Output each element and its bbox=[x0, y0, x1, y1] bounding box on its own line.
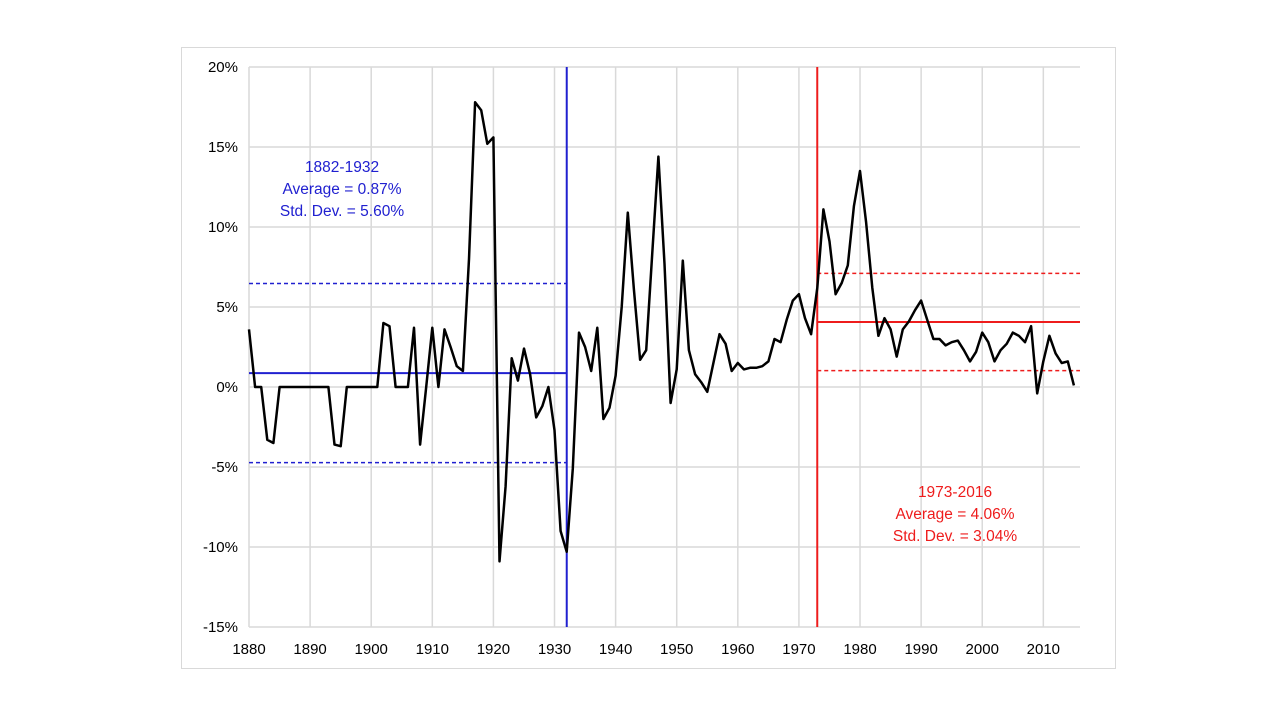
x-tick-label: 1940 bbox=[599, 641, 632, 658]
y-tick-label: 20% bbox=[208, 59, 238, 76]
x-tick-label: 1990 bbox=[904, 641, 937, 658]
y-tick-label: 10% bbox=[208, 219, 238, 236]
data-series-line bbox=[247, 100, 1076, 563]
chart-frame bbox=[181, 47, 1116, 669]
period-2-annotation: 1973-2016 bbox=[918, 484, 992, 501]
period-1-annotation: Average = 0.87% bbox=[282, 181, 401, 198]
y-tick-label: -10% bbox=[203, 539, 238, 556]
x-tick-label: 1880 bbox=[232, 641, 265, 658]
period-1-annotation: Std. Dev. = 5.60% bbox=[280, 203, 404, 220]
y-tick-label: -5% bbox=[211, 459, 238, 476]
y-tick-label: 5% bbox=[216, 299, 238, 316]
x-tick-label: 1910 bbox=[416, 641, 449, 658]
x-tick-label: 1890 bbox=[293, 641, 326, 658]
y-tick-label: -15% bbox=[203, 619, 238, 636]
y-tick-label: 0% bbox=[216, 379, 238, 396]
x-tick-label: 1970 bbox=[782, 641, 815, 658]
period-2-annotation: Average = 4.06% bbox=[895, 506, 1014, 523]
x-tick-label: 1960 bbox=[721, 641, 754, 658]
period-2-annotation: Std. Dev. = 3.04% bbox=[893, 528, 1017, 545]
period-1-annotation: 1882-1932 bbox=[305, 159, 379, 176]
x-tick-label: 1920 bbox=[477, 641, 510, 658]
x-tick-label: 2010 bbox=[1027, 641, 1060, 658]
x-tick-label: 1900 bbox=[355, 641, 388, 658]
x-tick-label: 1950 bbox=[660, 641, 693, 658]
x-tick-label: 1980 bbox=[843, 641, 876, 658]
y-tick-label: 15% bbox=[208, 139, 238, 156]
x-tick-label: 1930 bbox=[538, 641, 571, 658]
x-tick-label: 2000 bbox=[966, 641, 999, 658]
